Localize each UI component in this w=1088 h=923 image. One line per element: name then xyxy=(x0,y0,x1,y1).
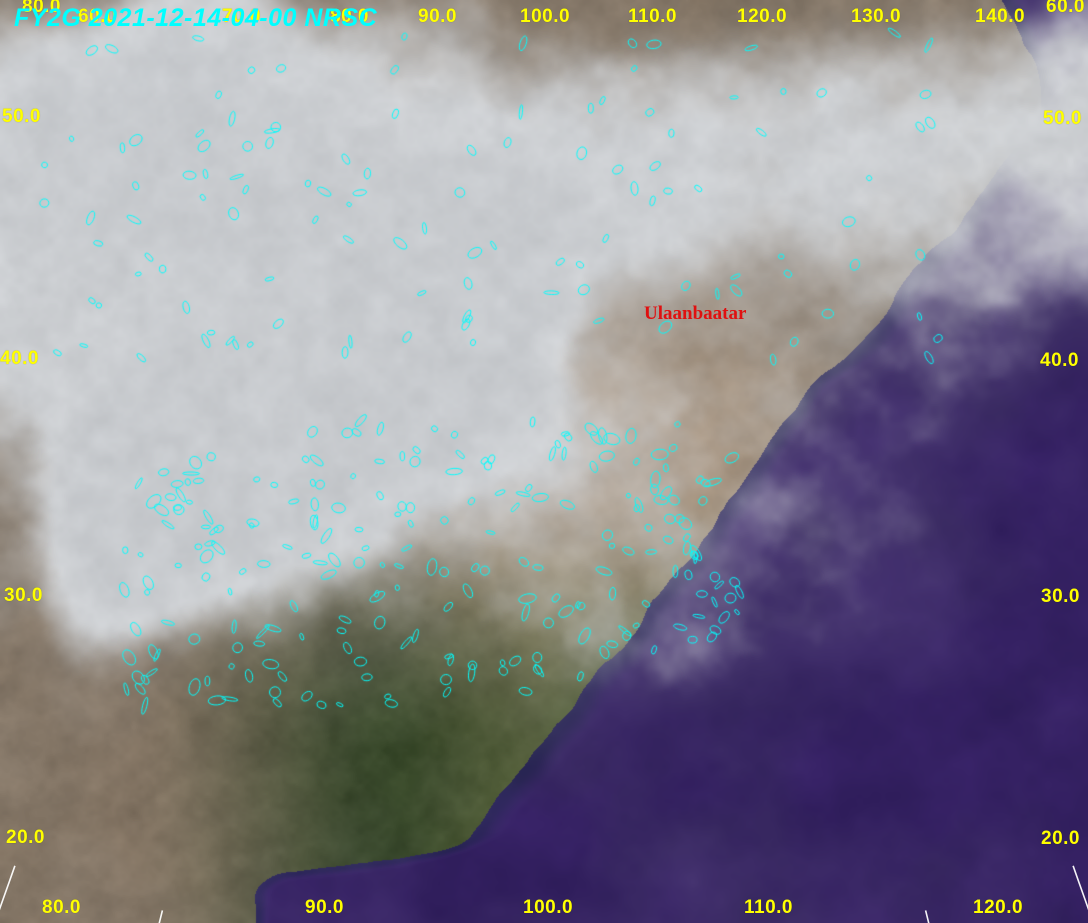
longitude-top-tick: 120.0 xyxy=(737,6,788,27)
longitude-bottom-tick: 80.0 xyxy=(42,897,81,918)
longitude-top-tick: 60.0 xyxy=(78,6,117,27)
longitude-bottom-tick: 100.0 xyxy=(523,897,574,918)
longitude-top-tick: 100.0 xyxy=(520,6,571,27)
longitude-bottom-tick: 90.0 xyxy=(305,897,344,918)
latitude-left-tick: 20.0 xyxy=(6,827,45,848)
longitude-top-tick: 60.0 xyxy=(1046,0,1085,17)
longitude-top-tick: 80.0 xyxy=(22,0,61,17)
latitude-left-tick: 50.0 xyxy=(2,106,41,127)
latitude-right-tick: 40.0 xyxy=(1040,350,1079,371)
latitude-right-tick: 20.0 xyxy=(1041,828,1080,849)
latitude-right-tick: 50.0 xyxy=(1043,108,1082,129)
image-title: FY2G 2021-12-14-04-00 NRSC xyxy=(14,4,378,32)
latitude-left-tick: 40.0 xyxy=(0,348,39,369)
longitude-top-tick: 130.0 xyxy=(851,6,902,27)
latitude-right-tick: 30.0 xyxy=(1041,586,1080,607)
longitude-top-tick: 80.0 xyxy=(330,6,369,27)
city-label-ulaanbaatar: Ulaanbaatar xyxy=(644,303,747,324)
longitude-top-tick: 110.0 xyxy=(628,6,677,27)
latitude-left-tick: 30.0 xyxy=(4,585,43,606)
longitude-top-tick: 90.0 xyxy=(418,6,457,27)
longitude-bottom-tick: 120.0 xyxy=(973,897,1024,918)
longitude-top-tick: 140.0 xyxy=(975,6,1026,27)
longitude-top-tick: 70.0 xyxy=(222,6,261,27)
longitude-bottom-tick: 110.0 xyxy=(744,897,793,918)
